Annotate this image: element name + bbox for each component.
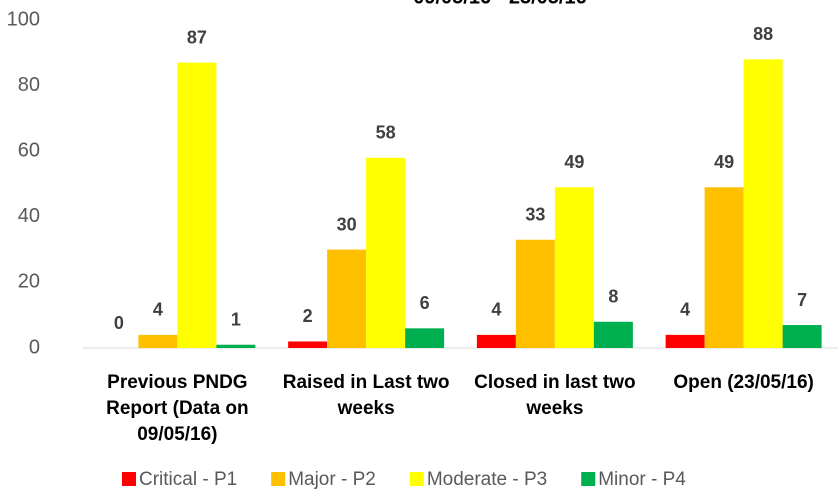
data-label: 7 (797, 290, 807, 310)
bar (177, 62, 217, 348)
y-tick-label: 20 (18, 271, 40, 293)
data-label: 1 (231, 309, 241, 329)
data-label: 49 (714, 152, 734, 172)
data-label: 4 (491, 300, 501, 320)
bar (782, 325, 822, 348)
bar (288, 341, 328, 348)
bar (327, 249, 367, 348)
data-label: 33 (525, 205, 545, 225)
data-label: 87 (187, 27, 207, 47)
y-tick-label: 100 (7, 8, 40, 30)
bar (743, 59, 783, 349)
legend-label: Major - P2 (288, 469, 376, 490)
legend-swatch (581, 472, 596, 486)
bar (665, 334, 705, 348)
legend-swatch (122, 472, 136, 486)
data-label: 2 (303, 306, 313, 326)
bar (138, 334, 178, 348)
bar (593, 321, 633, 348)
y-tick-label: 40 (18, 205, 40, 227)
data-label: 30 (337, 214, 357, 234)
data-label: 88 (753, 24, 773, 44)
bar (405, 328, 445, 348)
x-tick-label: Raised in Last two weeks (282, 372, 450, 419)
legend-label: Minor - P4 (598, 469, 686, 490)
data-label: 0 (114, 313, 124, 333)
data-label: 4 (153, 300, 163, 320)
data-label: 4 (680, 300, 690, 320)
bar (366, 157, 406, 348)
x-tick-label: Open (23/05/16) (673, 372, 814, 393)
legend-label: Moderate - P3 (427, 469, 547, 490)
y-tick-label: 0 (29, 336, 40, 358)
data-label: 49 (564, 152, 584, 172)
chart-title: 09/05/16 - 23/05/16 (413, 0, 586, 8)
bar (515, 239, 555, 348)
bar (216, 344, 256, 348)
x-tick-label: Closed in last two weeks (474, 372, 636, 419)
x-tick-label: Previous PNDG Report (Data on 09/05/16) (106, 372, 249, 445)
data-label: 6 (420, 293, 430, 313)
bar (554, 187, 594, 348)
bar (476, 334, 516, 348)
legend-swatch (271, 472, 286, 486)
legend-label: Critical - P1 (139, 469, 237, 490)
legend-swatch (409, 472, 424, 486)
y-tick-label: 80 (18, 74, 40, 96)
data-label: 58 (376, 123, 396, 143)
y-tick-label: 60 (18, 139, 40, 161)
data-label: 8 (608, 287, 618, 307)
bar (704, 187, 744, 348)
